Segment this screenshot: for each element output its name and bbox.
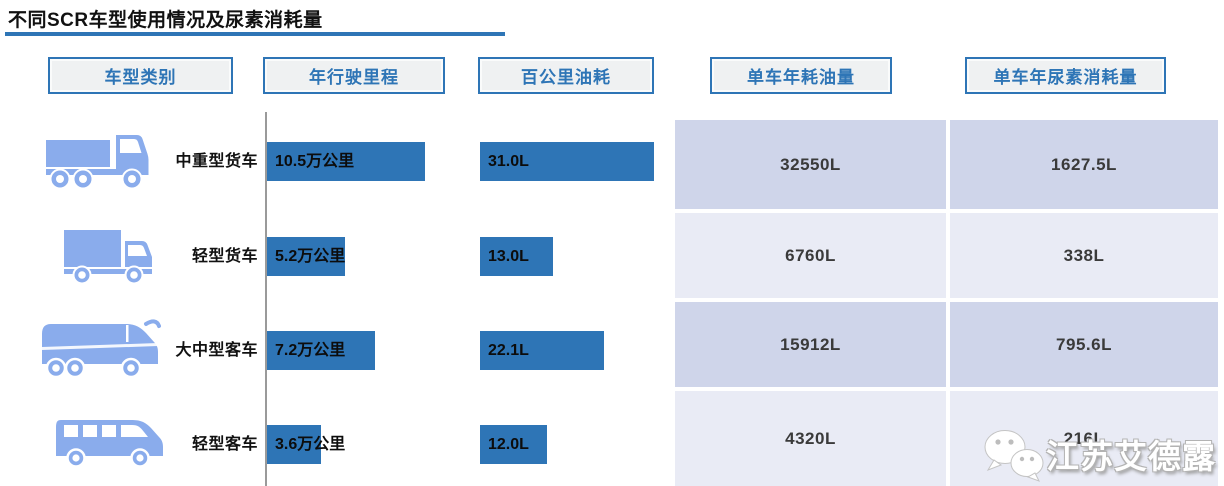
table-cell-annual-urea: 338L xyxy=(950,213,1218,298)
page-title: 不同SCR车型使用情况及尿素消耗量 xyxy=(8,10,323,31)
fuel-bar-value: 12.0L xyxy=(488,436,529,453)
fuel-bar: 12.0L xyxy=(480,425,547,464)
column-header-annual-urea: 单车年尿素消耗量 xyxy=(965,57,1166,94)
wechat-icon xyxy=(984,430,1044,482)
mileage-bar-value: 5.2万公里 xyxy=(275,248,346,265)
table-cell-annual-fuel: 6760L xyxy=(675,213,946,298)
column-header-annual-mileage: 年行驶里程 xyxy=(263,57,445,94)
watermark: 江苏艾德露 xyxy=(982,424,1218,484)
table-cell-annual-fuel: 32550L xyxy=(675,120,946,209)
fuel-bar: 31.0L xyxy=(480,142,654,181)
fuel-bar-value: 13.0L xyxy=(488,248,529,265)
fuel-bar-value: 22.1L xyxy=(488,342,529,359)
table-cell-annual-urea: 795.6L xyxy=(950,302,1218,387)
table-cell-annual-fuel: 4320L xyxy=(675,391,946,486)
watermark-text: 江苏艾德露 xyxy=(1046,438,1216,475)
mileage-bar: 3.6万公里 xyxy=(267,425,345,464)
column-header-vehicle-type: 车型类别 xyxy=(48,57,233,94)
table-cell-annual-urea: 1627.5L xyxy=(950,120,1218,209)
column-header-annual-fuel: 单车年耗油量 xyxy=(710,57,892,94)
coach-bus-icon xyxy=(42,319,161,379)
row-label-light-truck: 轻型货车 xyxy=(191,248,258,265)
mileage-bar-value: 3.6万公里 xyxy=(275,436,346,453)
fuel-bar-value: 31.0L xyxy=(488,153,529,170)
axis-divider-line xyxy=(265,112,267,486)
fuel-bar: 13.0L xyxy=(480,237,553,276)
mileage-bar: 10.5万公里 xyxy=(267,142,425,181)
column-header-fuel-per-100km: 百公里油耗 xyxy=(478,57,654,94)
title-underline xyxy=(5,32,505,36)
row-label-heavy-truck: 中重型货车 xyxy=(175,153,258,170)
fuel-bar: 22.1L xyxy=(480,331,604,370)
table-cell-annual-fuel: 15912L xyxy=(675,302,946,387)
row-label-minibus: 轻型客车 xyxy=(191,436,258,453)
heavy-truck-icon xyxy=(46,135,149,190)
mileage-bar-value: 10.5万公里 xyxy=(275,153,355,170)
mileage-bar: 7.2万公里 xyxy=(267,331,375,370)
mileage-bar: 5.2万公里 xyxy=(267,237,345,276)
mileage-bar-value: 7.2万公里 xyxy=(275,342,346,359)
row-label-coach-bus: 大中型客车 xyxy=(175,342,258,359)
light-truck-icon xyxy=(64,230,152,284)
minibus-icon xyxy=(56,420,163,468)
